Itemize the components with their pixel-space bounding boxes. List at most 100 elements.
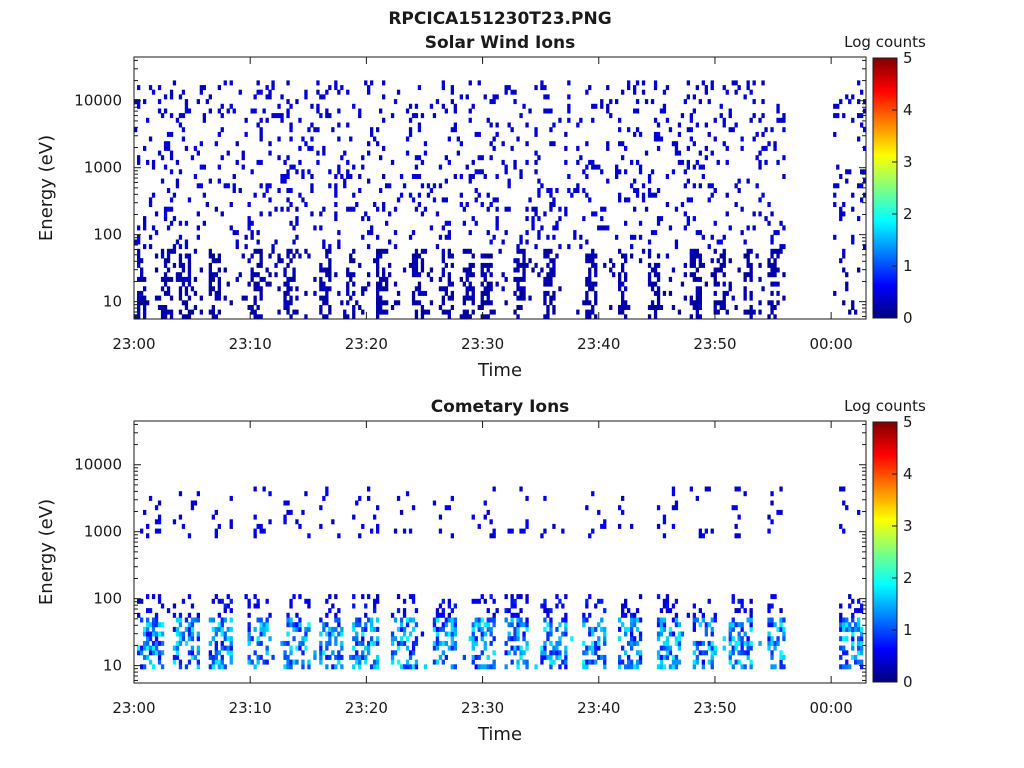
heatmap-cell xyxy=(277,113,281,119)
heatmap-cell xyxy=(546,276,550,282)
heatmap-cell xyxy=(680,631,685,637)
heatmap-cell xyxy=(140,267,144,273)
heatmap-cell xyxy=(486,314,490,320)
heatmap-cell xyxy=(319,286,323,292)
heatmap-cell xyxy=(172,80,177,86)
y-tick-label: 100 xyxy=(93,226,122,244)
heatmap-cell xyxy=(704,650,708,656)
heatmap-cell xyxy=(385,276,389,282)
heatmap-cell xyxy=(555,640,559,646)
heatmap-cell xyxy=(737,178,741,184)
heatmap-cell xyxy=(471,514,475,520)
heatmap-cell xyxy=(477,192,481,198)
heatmap-cell xyxy=(570,192,574,198)
heatmap-cell xyxy=(585,89,589,95)
heatmap-cell xyxy=(235,244,239,250)
heatmap-cell xyxy=(411,594,416,600)
heatmap-cell xyxy=(839,174,843,179)
heatmap-cell xyxy=(495,216,499,222)
heatmap-cell xyxy=(405,491,410,497)
heatmap-cell xyxy=(516,617,520,623)
heatmap-cell xyxy=(492,533,496,539)
heatmap-cell xyxy=(393,617,398,623)
heatmap-cell xyxy=(746,248,750,254)
heatmap-cell xyxy=(220,103,224,109)
heatmap-cell xyxy=(289,103,293,109)
heatmap-cell xyxy=(576,122,580,128)
heatmap-cell xyxy=(758,164,762,170)
heatmap-cell xyxy=(480,636,484,642)
heatmap-cell xyxy=(776,640,780,646)
heatmap-cell xyxy=(543,85,547,91)
heatmap-cell xyxy=(190,626,195,632)
heatmap-cell xyxy=(286,286,290,292)
heatmap-cell xyxy=(382,94,386,100)
heatmap-cell xyxy=(163,164,168,170)
heatmap-cell xyxy=(471,174,475,179)
heatmap-cell xyxy=(208,290,212,296)
heatmap-cell xyxy=(749,267,753,273)
heatmap-cell xyxy=(719,300,723,306)
heatmap-cell xyxy=(549,276,553,282)
heatmap-cell xyxy=(519,650,523,656)
heatmap-cell xyxy=(229,650,233,656)
heatmap-cell xyxy=(734,202,738,207)
heatmap-cell xyxy=(259,523,263,529)
heatmap-cell xyxy=(468,174,472,179)
heatmap-cell xyxy=(600,225,604,231)
heatmap-cell xyxy=(376,305,380,310)
heatmap-cell xyxy=(169,113,174,119)
heatmap-cell xyxy=(591,309,595,315)
heatmap-cell xyxy=(549,650,553,656)
heatmap-cell xyxy=(143,631,147,637)
heatmap-cell xyxy=(229,608,233,614)
heatmap-cell xyxy=(839,603,843,609)
heatmap-cell xyxy=(668,608,673,614)
heatmap-cell xyxy=(301,659,305,665)
heatmap-cell xyxy=(190,500,195,506)
heatmap-cell xyxy=(722,141,726,147)
heatmap-cell xyxy=(295,295,299,301)
heatmap-cell xyxy=(656,650,661,656)
heatmap-cell xyxy=(438,612,443,618)
heatmap-cell xyxy=(325,272,329,278)
heatmap-cell xyxy=(307,603,311,609)
heatmap-cell xyxy=(564,594,568,600)
heatmap-cell xyxy=(624,664,628,670)
heatmap-cell xyxy=(680,113,685,119)
heatmap-cell xyxy=(423,141,428,147)
heatmap-cell xyxy=(286,309,290,315)
heatmap-cell xyxy=(196,99,200,105)
heatmap-cell xyxy=(480,295,484,301)
heatmap-cell xyxy=(193,305,198,310)
heatmap-cell xyxy=(208,94,212,100)
heatmap-cell xyxy=(286,197,290,203)
heatmap-cell xyxy=(630,612,634,618)
heatmap-cell xyxy=(187,650,192,656)
heatmap-cell xyxy=(376,248,380,254)
heatmap-cell xyxy=(441,225,445,231)
heatmap-cell xyxy=(286,253,290,259)
heatmap-cell xyxy=(262,631,266,637)
heatmap-cell xyxy=(504,85,508,91)
heatmap-cell xyxy=(552,272,556,278)
heatmap-cell xyxy=(217,253,221,259)
heatmap-cell xyxy=(181,267,186,273)
heatmap-cell xyxy=(600,598,604,604)
heatmap-cell xyxy=(334,202,338,207)
heatmap-cell xyxy=(851,192,855,198)
heatmap-cell xyxy=(459,174,463,179)
y-tick-label: 10000 xyxy=(74,456,122,474)
heatmap-cell xyxy=(402,626,407,632)
heatmap-cell xyxy=(489,272,493,278)
heatmap-cell xyxy=(603,636,607,642)
heatmap-cell xyxy=(495,608,499,614)
heatmap-cell xyxy=(537,234,541,240)
heatmap-cell xyxy=(140,300,144,306)
heatmap-cell xyxy=(489,141,493,147)
heatmap-cell xyxy=(143,626,147,632)
heatmap-cell xyxy=(334,617,338,623)
heatmap-cell xyxy=(519,174,523,179)
heatmap-cell xyxy=(507,622,511,628)
heatmap-cell xyxy=(558,598,562,604)
